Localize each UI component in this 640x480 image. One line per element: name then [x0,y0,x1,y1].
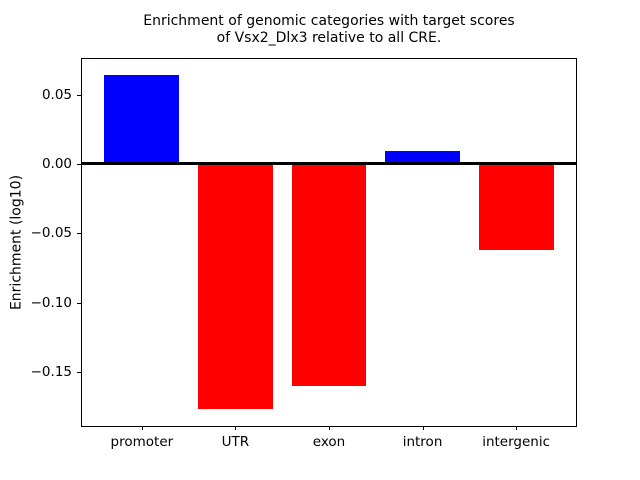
x-tick-mark [235,426,237,430]
x-tick-mark [516,426,518,430]
bar-intergenic [478,163,554,250]
chart-title: Enrichment of genomic categories with ta… [81,13,577,47]
x-tick-label-intergenic: intergenic [482,434,551,450]
x-tick-label-UTR: UTR [221,434,250,450]
x-tick-mark [141,426,143,430]
y-tick-label-0.00: 0.00 [41,155,72,172]
chart-title-line2: of Vsx2_Dlx3 relative to all CRE. [216,30,442,46]
y-tick-mark [77,371,81,373]
zero-line [82,162,576,166]
x-tick-label-promoter: promoter [110,434,174,450]
x-tick-mark [422,426,424,430]
y-tick-label-−0.15: −0.15 [30,363,72,380]
y-tick-label-0.05: 0.05 [41,86,72,103]
y-tick-mark [77,233,81,235]
y-tick-label-−0.05: −0.05 [30,225,72,242]
bar-UTR [198,163,273,410]
bar-exon [291,163,367,386]
x-tick-label-exon: exon [312,434,346,450]
bar-promoter [104,75,180,164]
plot-area [81,58,577,427]
y-axis-label: Enrichment (log10) [8,174,25,311]
x-tick-label-intron: intron [402,434,443,450]
y-tick-mark [77,302,81,304]
chart-title-line1: Enrichment of genomic categories with ta… [143,13,515,29]
y-tick-label-−0.10: −0.10 [30,294,72,311]
x-tick-mark [329,426,330,430]
bar-intron [385,151,460,164]
y-tick-mark [77,94,81,96]
y-tick-mark [77,163,81,165]
